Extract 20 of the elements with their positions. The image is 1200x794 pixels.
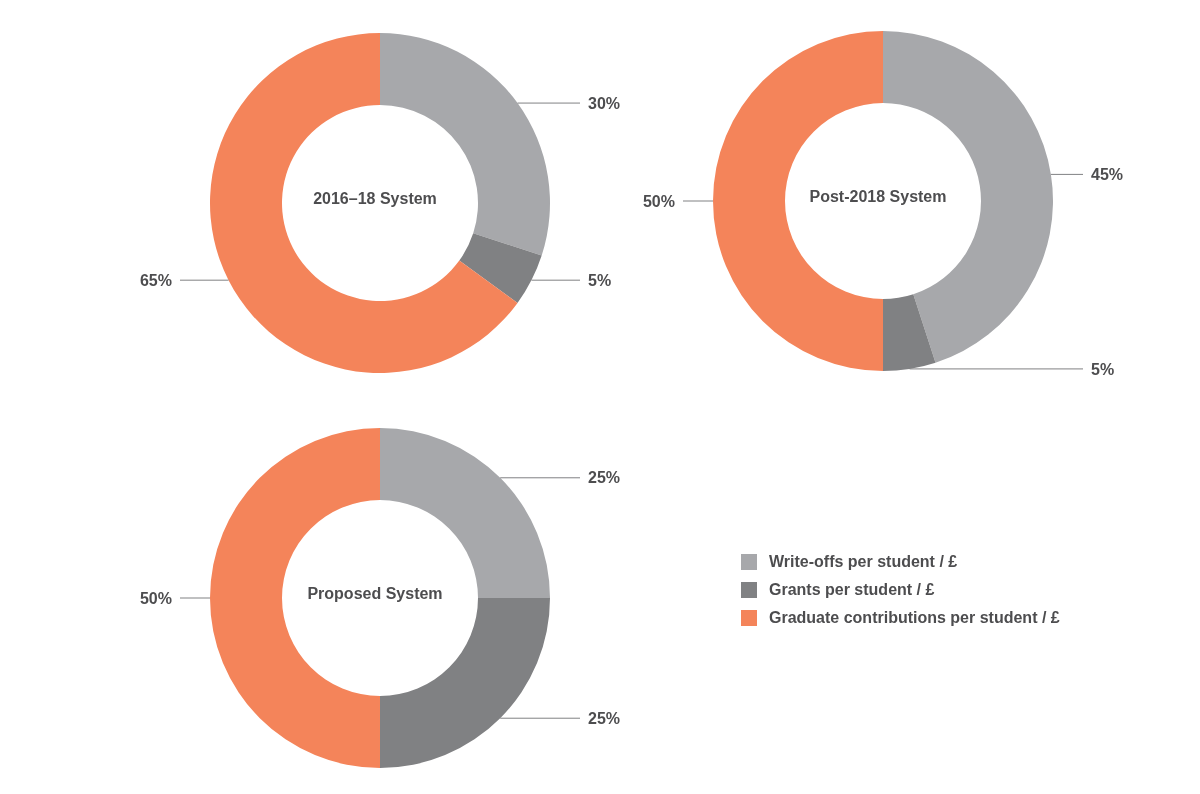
data-label: 25% bbox=[588, 709, 621, 727]
text: Post-2018 System bbox=[809, 187, 947, 205]
data-label: 5% bbox=[1091, 360, 1115, 378]
donut-slice bbox=[210, 33, 518, 373]
text: Proposed System bbox=[307, 584, 443, 602]
data-label: 25% bbox=[588, 469, 621, 487]
donut-slice bbox=[883, 31, 1053, 363]
legend-label: Grants per student / £ bbox=[769, 581, 935, 599]
data-label: 50% bbox=[139, 589, 172, 607]
text: 2016–18 System bbox=[313, 189, 437, 207]
legend-label: Graduate contributions per student / £ bbox=[769, 609, 1060, 627]
donut-slice bbox=[210, 428, 380, 768]
data-label: 5% bbox=[588, 271, 612, 289]
data-label: 50% bbox=[642, 192, 675, 210]
donut-slice bbox=[380, 33, 550, 256]
data-label: 30% bbox=[588, 94, 621, 112]
legend-label: Write-offs per student / £ bbox=[769, 553, 958, 571]
data-label: 45% bbox=[1091, 166, 1124, 184]
data-label: 65% bbox=[139, 271, 172, 289]
donut-slice bbox=[713, 31, 883, 371]
